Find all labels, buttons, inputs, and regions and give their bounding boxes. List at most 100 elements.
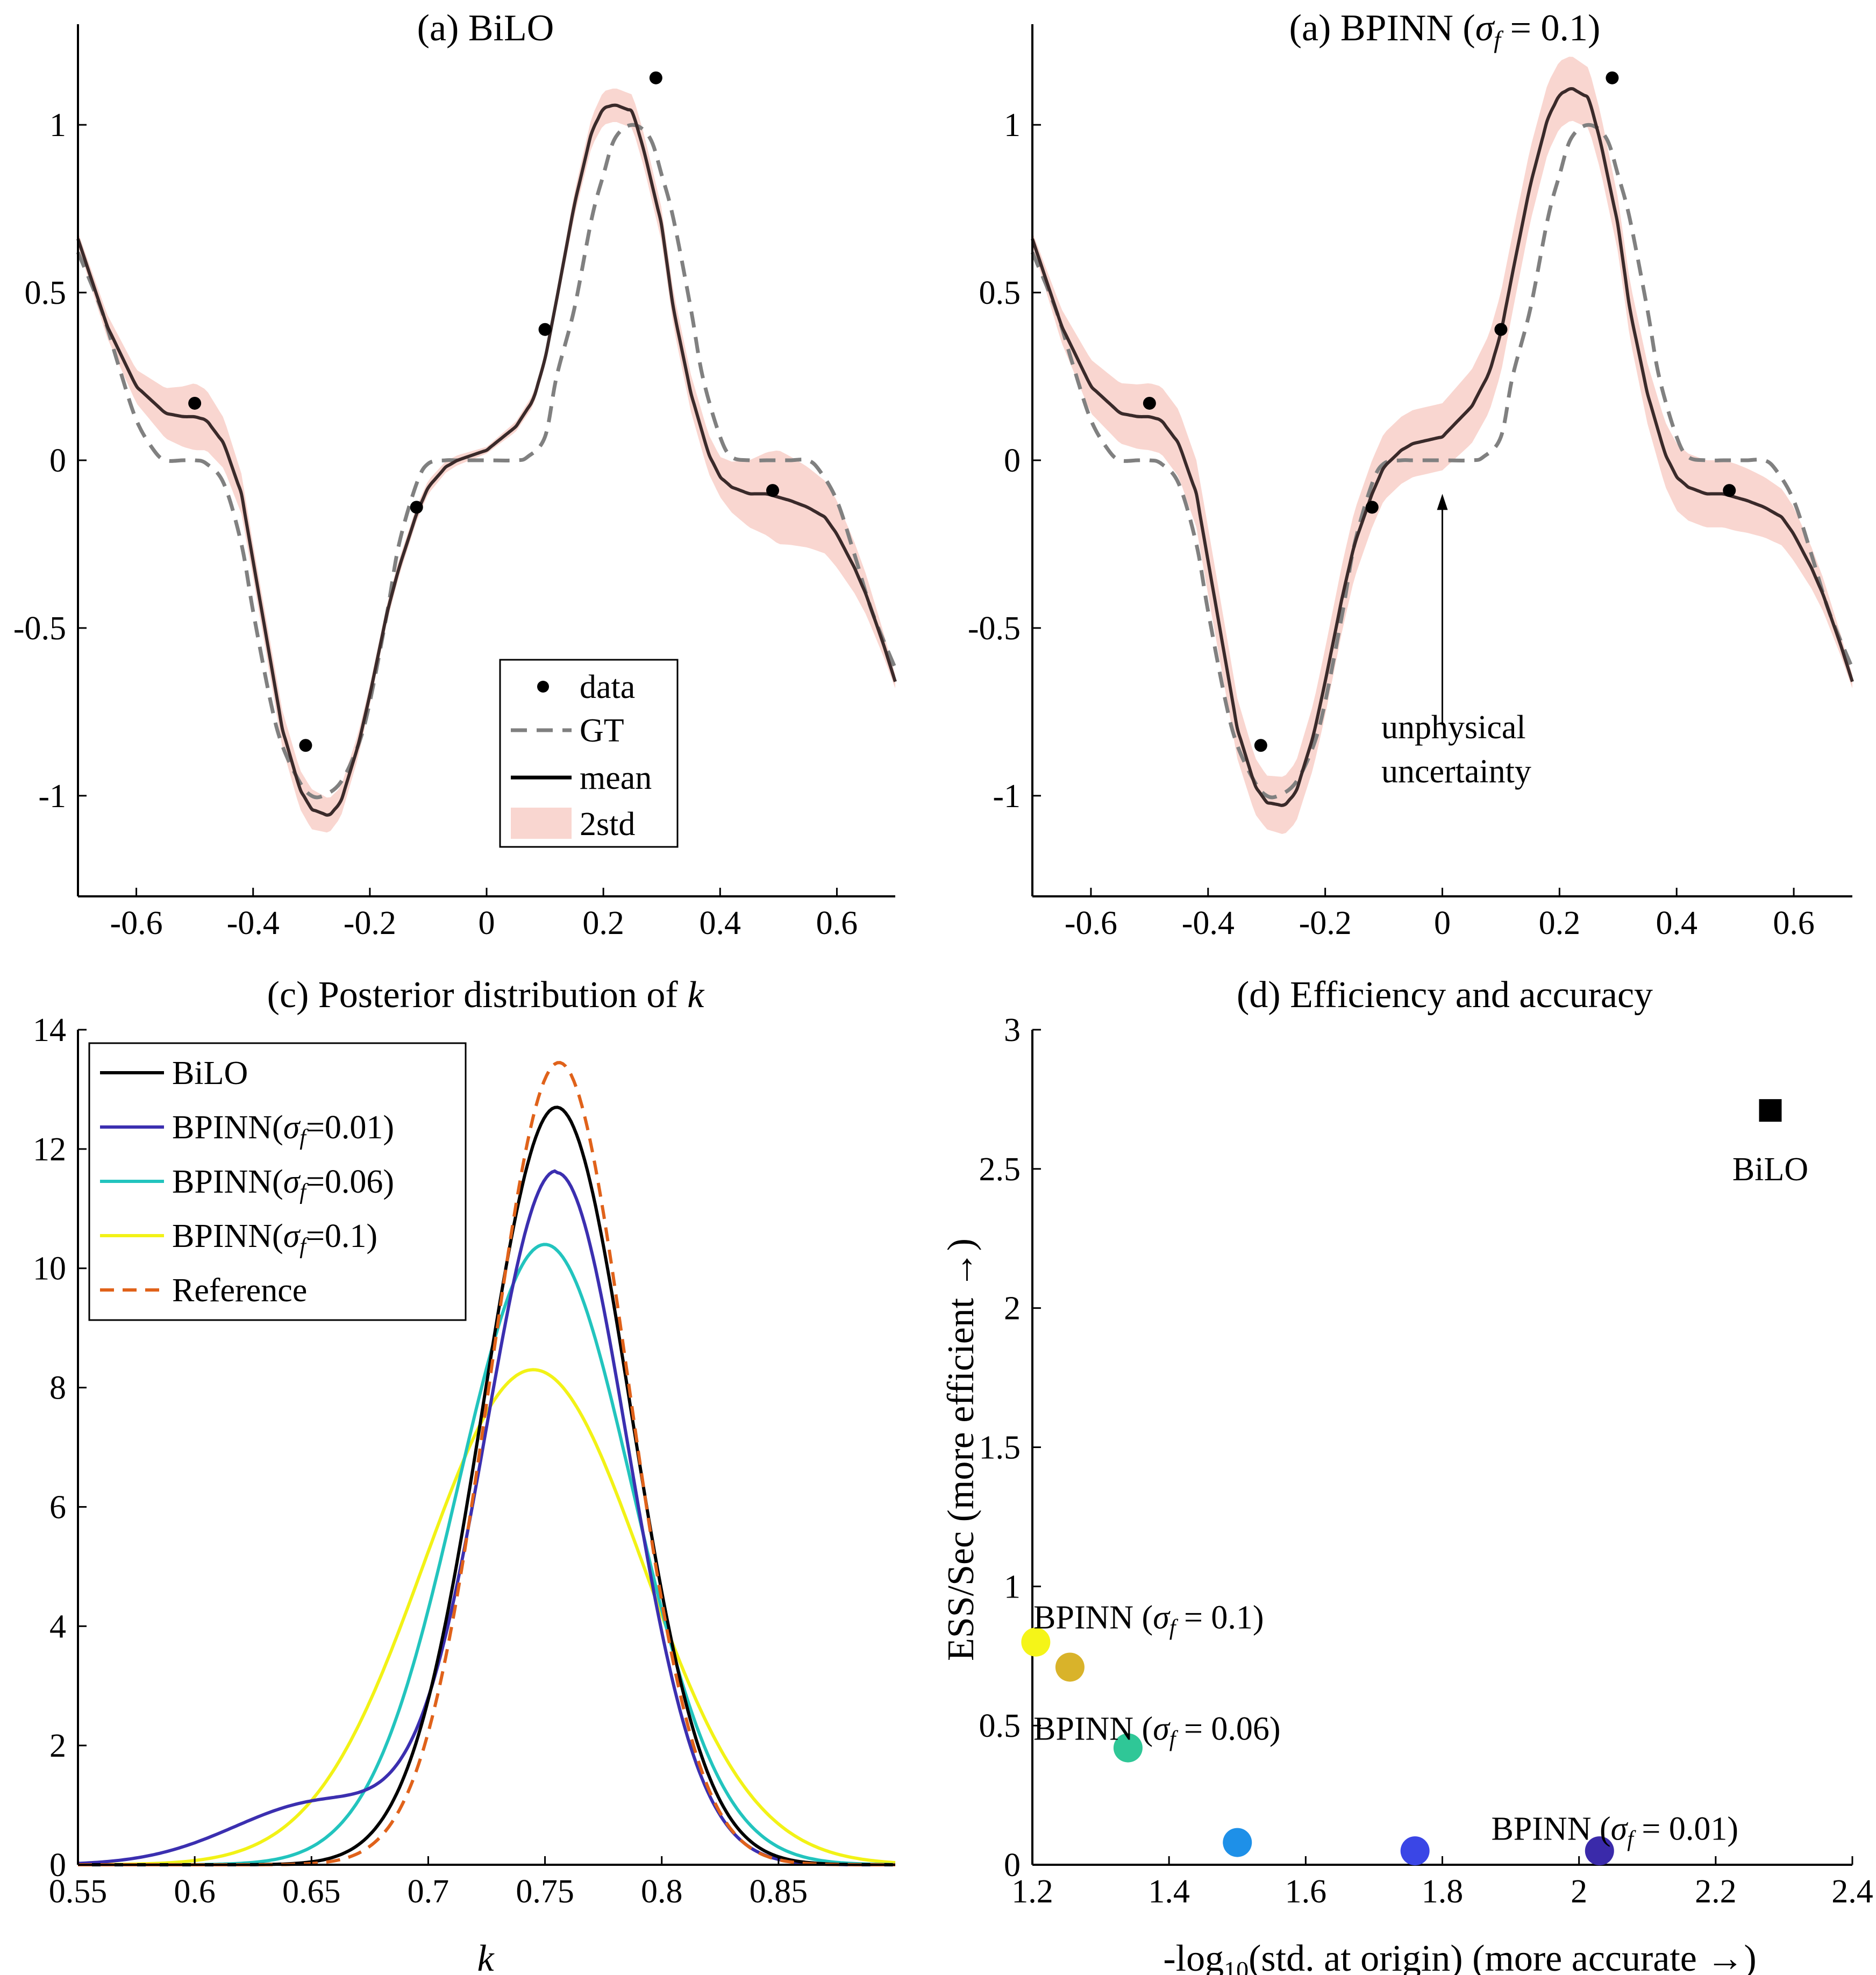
panel-d-title: (d) Efficiency and accuracy [1237, 974, 1653, 1016]
panel-d-axes: 1.2 1.4 1.6 1.8 2 2.2 2.4 0 0.5 1 1.5 2 2.5 3 [979, 1012, 1873, 1910]
legend-bpinn001-label: BPINN(σf=0.01) [172, 1109, 394, 1150]
panel-a-bpinn-axes: -0.6 -0.4 -0.2 0 0.2 0.4 0.6 -1 -0.5 0 0.5 1 [968, 24, 1852, 942]
x-tick-label: 1.6 [1285, 1873, 1327, 1910]
panel-d-ylabel: ESS/Sec (more efficient →) [940, 1238, 982, 1661]
panel-c-title: (c) Posterior distribution of k [267, 974, 705, 1016]
bilo-point [1759, 1099, 1782, 1122]
legend-mean-label: mean [580, 760, 652, 796]
panel-c-axes: 0.55 0.6 0.65 0.7 0.75 0.8 0.85 0 2 4 6 8 10 12 14 [33, 1012, 895, 1910]
x-tick-label: 1.4 [1148, 1873, 1190, 1910]
unphysical-uncertainty-annotation: unphysical uncertainty [1381, 494, 1531, 790]
bpinn-point [1400, 1836, 1430, 1866]
legend-data-label: data [580, 669, 635, 705]
y-tick-label: 0 [49, 1847, 66, 1884]
y-tick-label: -1 [993, 778, 1021, 815]
x-tick-label: 0.6 [1773, 905, 1815, 942]
legend-2std-label: 2std [580, 806, 635, 843]
x-tick-label: 0.2 [1539, 905, 1581, 942]
data-point [1606, 71, 1619, 84]
panel-c-posterior: (c) Posterior distribution of k 0.55 0.6 0… [33, 974, 896, 1975]
panel-d-plot-area: BPINN (σf = 0.1) BPINN (σf = 0.06) BPINN (… [1021, 1099, 1808, 1866]
bpinn-point-label: BPINN (σf = 0.1) [1033, 1599, 1264, 1640]
y-tick-label: 2 [1004, 1290, 1021, 1327]
panel-a-bilo-axes: -0.6 -0.4 -0.2 0 0.2 0.4 0.6 -1 -0.5 0 0.5 1 [13, 24, 895, 942]
legend-2std-swatch [511, 808, 572, 839]
x-tick-label: -0.6 [1065, 905, 1117, 942]
y-tick-label: 4 [49, 1608, 66, 1645]
y-tick-label: 1 [1004, 107, 1021, 144]
panel-a-bilo-legend: data GT mean 2std [499, 659, 679, 848]
x-tick-label: 1.8 [1422, 1873, 1464, 1910]
uncertainty-band-2std [1032, 56, 1852, 834]
y-tick-label: 0.5 [979, 1708, 1021, 1744]
data-point [410, 501, 423, 514]
x-tick-label: 0.65 [282, 1873, 341, 1910]
y-tick-label: 0 [1004, 1847, 1021, 1884]
ground-truth-line [76, 123, 897, 800]
panel-a-bilo-title: (a) BiLO [417, 8, 554, 49]
y-tick-label: 14 [33, 1012, 66, 1049]
panel-c-legend: BiLO BPINN(σf=0.01) BPINN(σf=0.06) BPINN(σf… [88, 1042, 467, 1321]
y-tick-label: 0.5 [979, 275, 1021, 311]
x-tick-label: 0.6 [174, 1873, 216, 1910]
y-tick-label: 12 [33, 1131, 66, 1168]
data-point [1143, 396, 1156, 410]
data-point [1723, 484, 1736, 497]
bpinn-point-label: BPINN (σf = 0.01) [1491, 1811, 1738, 1852]
y-tick-label: 2.5 [979, 1151, 1021, 1188]
bpinn-point [1223, 1828, 1252, 1857]
panel-a-bilo-plot-area [76, 71, 897, 833]
y-tick-label: 6 [49, 1489, 66, 1525]
data-point [188, 396, 202, 410]
legend-reference-label: Reference [172, 1272, 307, 1309]
x-tick-label: 0.7 [408, 1873, 450, 1910]
y-tick-label: 8 [49, 1370, 66, 1407]
y-tick-label: 1 [49, 107, 66, 144]
data-point [538, 323, 552, 336]
panel-a-bpinn-title: (a) BPINN (σf = 0.1) [1289, 8, 1601, 53]
bpinn-point [1113, 1733, 1143, 1763]
mean-line [76, 103, 897, 817]
data-point [649, 71, 662, 84]
x-tick-label: 0.75 [516, 1873, 574, 1910]
x-tick-label: 1.2 [1011, 1873, 1053, 1910]
x-tick-label: 2.4 [1831, 1873, 1873, 1910]
series-bpinn001-line [77, 1169, 895, 1866]
y-tick-label: -1 [38, 778, 66, 815]
data-point [1494, 323, 1508, 336]
annotation-line-1: unphysical [1381, 709, 1526, 746]
ground-truth-line [1030, 123, 1854, 800]
x-tick-label: -0.6 [110, 905, 162, 942]
panel-a-bpinn: (a) BPINN (σf = 0.1) -0.6 -0.4 -0.2 0 0.2 0.4… [968, 8, 1854, 942]
data-point [299, 739, 312, 752]
x-tick-label: 0.6 [816, 905, 858, 942]
panel-a-bilo: (a) BiLO -0.6 -0.4 -0.2 0 0.2 0.4 0.6 -1 -0.5 0 0.… [13, 8, 897, 942]
legend-bilo-label: BiLO [172, 1055, 248, 1092]
x-tick-label: 0 [1434, 905, 1451, 942]
annotation-arrow-head [1437, 494, 1448, 510]
bpinn-point [1021, 1627, 1051, 1657]
y-tick-label: 0 [1004, 443, 1021, 479]
legend-gt-label: GT [580, 712, 624, 749]
y-tick-label: -0.5 [13, 610, 66, 647]
annotation-line-2: uncertainty [1381, 753, 1531, 790]
x-tick-label: 0.85 [750, 1873, 808, 1910]
y-tick-label: -0.5 [968, 610, 1021, 647]
x-tick-label: -0.2 [1299, 905, 1352, 942]
y-tick-label: 2 [49, 1728, 66, 1764]
y-tick-label: 1 [1004, 1568, 1021, 1605]
x-tick-label: -0.4 [1182, 905, 1235, 942]
x-tick-label: 0 [479, 905, 495, 942]
x-tick-label: 2.2 [1695, 1873, 1737, 1910]
data-point [766, 484, 779, 497]
data-point [1365, 501, 1379, 514]
legend-data-marker [537, 681, 549, 693]
x-tick-label: 0.55 [49, 1873, 108, 1910]
x-tick-label: -0.2 [344, 905, 396, 942]
legend-bpinn006-label: BPINN(σf=0.06) [172, 1164, 394, 1204]
x-tick-label: -0.4 [227, 905, 280, 942]
y-tick-label: 0 [49, 443, 66, 479]
bilo-point-label: BiLO [1732, 1151, 1808, 1188]
panel-d-efficiency: (d) Efficiency and accuracy 1.2 1.4 1.6 1.8… [940, 974, 1873, 1975]
